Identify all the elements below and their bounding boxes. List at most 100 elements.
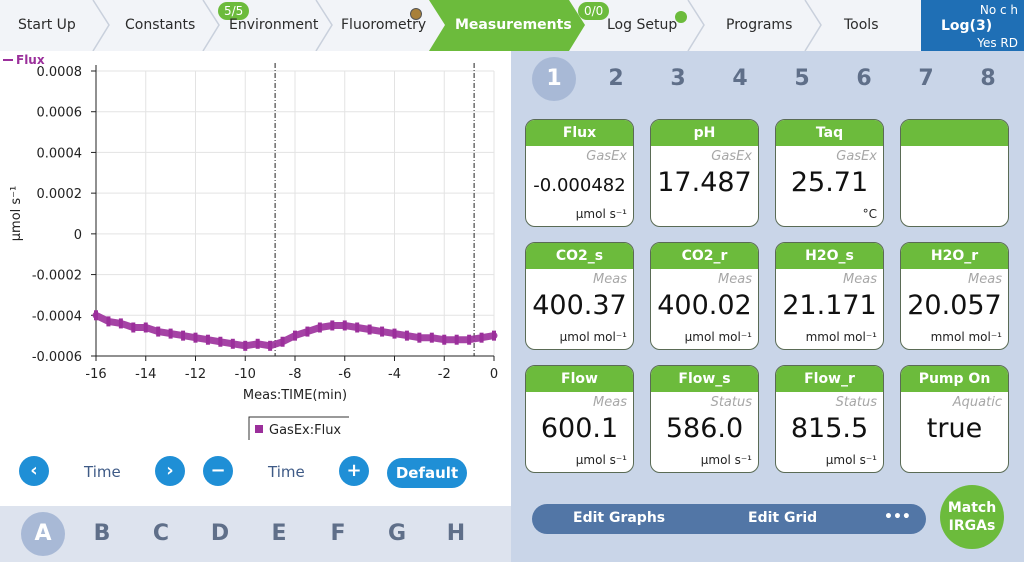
grid-page-tab-3[interactable]: 3	[670, 66, 686, 91]
flux-data-point	[106, 316, 111, 327]
x-tick-label: -2	[438, 367, 451, 382]
tile-title: Flow_r	[776, 366, 883, 392]
tile-unit: µmol s⁻¹	[575, 453, 627, 467]
grid-page-tab-8[interactable]: 8	[980, 66, 996, 91]
tile-unit: µmol s⁻¹	[700, 453, 752, 467]
default-button[interactable]: Default	[387, 458, 467, 488]
graph-tab-b[interactable]: B	[93, 521, 111, 546]
tile-unit: mmol mol⁻¹	[805, 330, 877, 344]
zoom-out-button[interactable]: −	[203, 456, 233, 486]
tile-title: Flow	[526, 366, 633, 392]
nav-tab-programs[interactable]: Programs	[726, 17, 793, 33]
y-tick-label: -0.0002	[32, 269, 82, 284]
tile-unit: mmol mol⁻¹	[930, 330, 1002, 344]
tile-source: GasEx	[586, 149, 627, 164]
flux-data-point	[417, 332, 422, 343]
tile-ph[interactable]: pH GasEx 17.487	[650, 119, 759, 227]
graph-tab-h[interactable]: H	[446, 521, 466, 546]
legend-square-marker	[255, 425, 263, 433]
grid-page-tab-1[interactable]: 1	[532, 57, 576, 101]
time-zoom-label: Time	[268, 463, 305, 481]
tile-source: GasEx	[711, 149, 752, 164]
flux-data-point	[181, 330, 186, 341]
flux-data-point	[467, 334, 472, 345]
tile-value: 815.5	[790, 413, 869, 444]
nav-tab-measurements[interactable]: Measurements	[455, 17, 572, 33]
tile-title: Flux	[526, 120, 633, 146]
graph-tab-e[interactable]: E	[271, 521, 287, 546]
grid-page-tab-2[interactable]: 2	[608, 66, 624, 91]
edit-grid-button[interactable]: Edit Grid	[748, 510, 818, 526]
flux-data-point	[268, 340, 273, 351]
tile-source: Meas	[968, 272, 1002, 287]
log-button[interactable]: No c h Log(3) Yes RD	[921, 0, 1024, 51]
tile-flow[interactable]: Flow Meas 600.1 µmol s⁻¹	[525, 365, 634, 473]
flux-data-point	[442, 334, 447, 345]
grid-page-tab-6[interactable]: 6	[856, 66, 872, 91]
tile-value: 25.71	[790, 167, 869, 198]
time-scroll-label: Time	[84, 463, 121, 481]
flux-data-point	[367, 324, 372, 335]
flux-data-point	[218, 336, 223, 347]
graph-tab-d[interactable]: D	[210, 521, 230, 546]
edit-action-bar: Edit Graphs Edit Grid •••	[532, 504, 926, 534]
tile-h2o-r[interactable]: H2O_r Meas 20.057 mmol mol⁻¹	[900, 242, 1009, 350]
match-irgas-button[interactable]: Match IRGAs	[940, 485, 1004, 549]
y-tick-label: -0.0006	[32, 350, 82, 365]
nav-tab-tools[interactable]: Tools	[844, 17, 879, 33]
nav-tab-log-setup[interactable]: Log Setup	[607, 17, 678, 33]
grid-page-tab-7[interactable]: 7	[918, 66, 934, 91]
flux-data-point	[404, 330, 409, 341]
tile-source: Status	[835, 395, 877, 410]
edit-graphs-button[interactable]: Edit Graphs	[573, 510, 666, 526]
tile-co2-r[interactable]: CO2_r Meas 400.02 µmol mol⁻¹	[650, 242, 759, 350]
next-time-button[interactable]: ›	[155, 456, 185, 486]
tile-value: 400.02	[657, 290, 752, 321]
nav-tab-start-up[interactable]: Start Up	[18, 17, 76, 33]
grid-page-tab-4[interactable]: 4	[732, 66, 748, 91]
graph-tab-c[interactable]: C	[152, 521, 170, 546]
tile-flow-s[interactable]: Flow_s Status 586.0 µmol s⁻¹	[650, 365, 759, 473]
tile-flux[interactable]: Flux GasEx -0.000482 µmol s⁻¹	[525, 119, 634, 227]
chart-controls: ‹ Time › − Time + Default	[0, 456, 511, 492]
tile-flow-r[interactable]: Flow_r Status 815.5 µmol s⁻¹	[775, 365, 884, 473]
flux-data-point	[392, 328, 397, 339]
prev-time-button[interactable]: ‹	[19, 456, 49, 486]
zoom-in-button[interactable]: +	[339, 456, 369, 486]
more-options-icon[interactable]: •••	[884, 509, 911, 525]
tile-taq[interactable]: Taq GasEx 25.71 °C	[775, 119, 884, 227]
tile-empty[interactable]	[900, 119, 1009, 227]
nav-tab-fluorometry[interactable]: Fluorometry	[341, 17, 427, 33]
y-tick-label: 0.0002	[37, 187, 83, 202]
tile-source: Meas	[593, 395, 627, 410]
tile-value: -0.000482	[533, 175, 626, 196]
flux-chart[interactable]: -16 -14 -12 -10 -8 -6 -4 -2 0 0.0008 0.0006 0.0004 0…	[0, 51, 511, 451]
grid-page-tab-5[interactable]: 5	[794, 66, 810, 91]
graph-tab-f[interactable]: F	[330, 521, 346, 546]
fluorometry-status-dot	[410, 8, 422, 20]
nav-tab-constants[interactable]: Constants	[125, 17, 196, 33]
x-tick-label: -6	[338, 367, 351, 382]
tile-unit: °C	[862, 207, 877, 221]
flux-data-point	[156, 326, 161, 337]
graph-tab-a[interactable]: A	[21, 512, 65, 556]
top-navigation: Start Up Constants 5/5 Environment Fluor…	[0, 0, 1024, 51]
tile-title: Pump On	[901, 366, 1008, 392]
y-tick-label: 0	[74, 228, 82, 243]
flux-data-point	[454, 334, 459, 345]
measurement-grid-panel: 1 2 3 4 5 6 7 8 Flux GasEx -0.000482 µmo…	[511, 51, 1024, 562]
tile-title: Taq	[776, 120, 883, 146]
flux-data-point	[131, 322, 136, 333]
tile-co2-s[interactable]: CO2_s Meas 400.37 µmol mol⁻¹	[525, 242, 634, 350]
flux-data-point	[429, 332, 434, 343]
flux-data-point	[330, 320, 335, 331]
tile-h2o-s[interactable]: H2O_s Meas 21.171 mmol mol⁻¹	[775, 242, 884, 350]
legend-label: GasEx:Flux	[269, 423, 341, 438]
flux-data-point	[243, 340, 248, 351]
graph-tab-g[interactable]: G	[387, 521, 407, 546]
flux-data-point	[355, 322, 360, 333]
nav-tab-environment[interactable]: Environment	[229, 17, 319, 33]
x-tick-label: 0	[490, 367, 498, 382]
tile-pump-on[interactable]: Pump On Aquatic true	[900, 365, 1009, 473]
tile-unit: µmol s⁻¹	[825, 453, 877, 467]
